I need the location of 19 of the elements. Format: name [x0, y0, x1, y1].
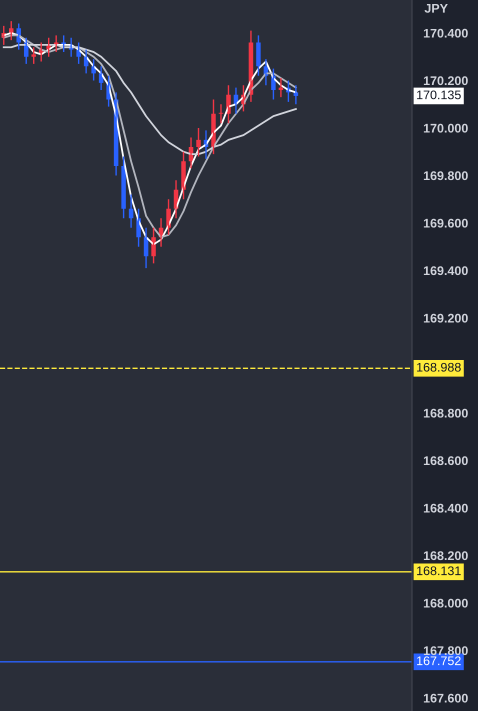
- y-tick-label: 168.600: [424, 456, 468, 466]
- y-tick-label: 170.400: [424, 28, 468, 38]
- y-tick-label: 168.000: [424, 598, 468, 608]
- y-tick-label: 170.000: [424, 124, 468, 133]
- text: 170.135: [417, 90, 461, 100]
- y-axis-title: JPY: [424, 4, 448, 13]
- y-tick-label: 167.800: [424, 646, 468, 656]
- ref-line-label: 168.131: [417, 566, 461, 576]
- ref-line-label: 167.752: [417, 656, 461, 666]
- y-tick-label: 168.800: [424, 408, 468, 418]
- y-tick-label: 167.600: [424, 694, 468, 703]
- y-tick-label: 169.200: [424, 314, 468, 323]
- y-tick-label: 169.400: [424, 266, 468, 276]
- y-tick-label: 168.200: [424, 551, 468, 560]
- ref-line-label: 168.988: [417, 362, 461, 372]
- y-tick-label: 168.400: [424, 504, 468, 513]
- y-tick-label: 169.800: [424, 171, 468, 180]
- y-tick-label: 169.600: [424, 218, 468, 228]
- y-tick-label: 170.200: [424, 76, 468, 86]
